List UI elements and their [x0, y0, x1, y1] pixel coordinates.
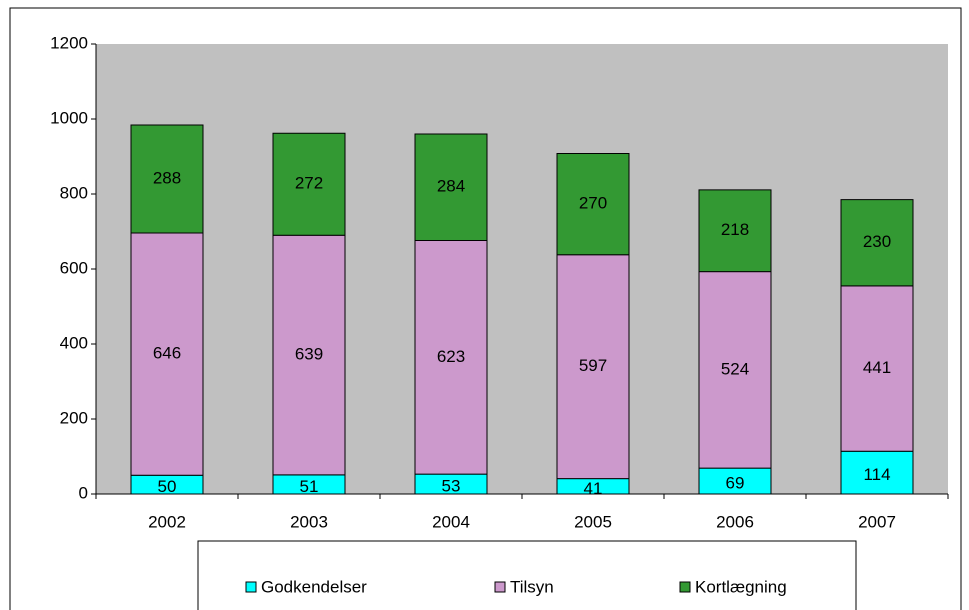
value-label: 41: [584, 479, 603, 498]
y-tick-label: 600: [60, 258, 88, 277]
bar-segment: [272, 234, 346, 476]
value-label: 218: [721, 220, 749, 239]
bar-segment: [556, 254, 630, 480]
bar-segment: [130, 232, 204, 476]
x-tick-label: 2006: [716, 512, 754, 531]
bar-segment: [840, 285, 914, 452]
value-label: 230: [863, 232, 891, 251]
bar-segment: [414, 133, 488, 241]
bar-segment: [272, 132, 346, 236]
value-label: 69: [726, 474, 745, 493]
value-label: 597: [579, 356, 607, 375]
value-label: 441: [863, 358, 891, 377]
value-label: 639: [295, 345, 323, 364]
value-label: 524: [721, 359, 749, 378]
value-label: 646: [153, 344, 181, 363]
x-tick-label: 2007: [858, 512, 896, 531]
bar-segment: [698, 189, 772, 273]
value-label: 623: [437, 347, 465, 366]
bar-segment: [840, 450, 914, 495]
legend-label: Tilsyn: [510, 577, 554, 596]
y-tick-label: 0: [79, 483, 88, 502]
bar-segment: [698, 467, 772, 495]
x-tick-label: 2002: [148, 512, 186, 531]
value-label: 53: [442, 477, 461, 496]
value-label: 114: [863, 465, 890, 484]
value-label: 284: [437, 177, 465, 196]
legend-swatch: [679, 581, 691, 593]
legend-swatch: [494, 581, 506, 593]
y-tick-label: 400: [60, 333, 88, 352]
bar-segment: [840, 199, 914, 287]
legend-swatch: [245, 581, 257, 593]
plot-area: [96, 44, 948, 494]
value-label: 272: [295, 174, 323, 193]
bar-segment: [698, 271, 772, 469]
y-tick-label: 800: [60, 183, 88, 202]
x-tick-label: 2005: [574, 512, 612, 531]
bar-segment: [414, 240, 488, 475]
y-tick-label: 1200: [50, 33, 88, 52]
legend-label: Kortlægning: [695, 577, 787, 596]
y-tick-label: 200: [60, 408, 88, 427]
bar-segment: [130, 124, 204, 234]
value-label: 51: [300, 477, 319, 496]
value-label: 270: [579, 194, 607, 213]
x-tick-label: 2003: [290, 512, 328, 531]
x-tick-label: 2004: [432, 512, 470, 531]
legend-box: [197, 540, 857, 610]
value-label: 288: [153, 168, 181, 187]
y-tick-label: 1000: [50, 108, 88, 127]
legend-label: Godkendelser: [261, 577, 367, 596]
value-label: 50: [158, 477, 177, 496]
bar-segment: [556, 153, 630, 256]
